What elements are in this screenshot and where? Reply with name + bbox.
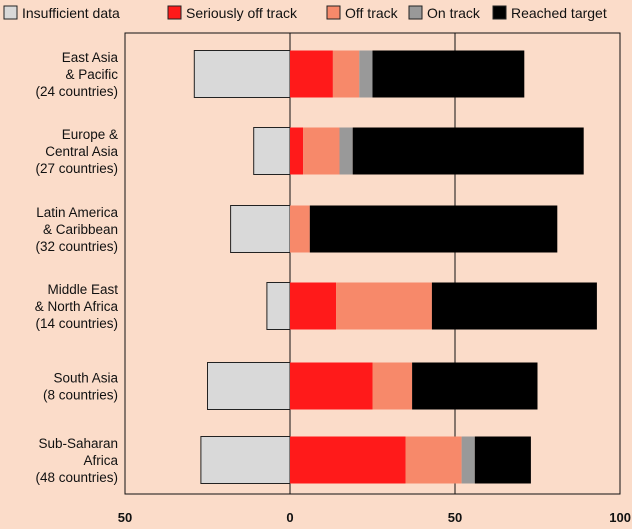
category-label-line: East Asia bbox=[62, 50, 119, 65]
bar-reached-target-1 bbox=[372, 50, 525, 98]
legend-label-seriously-off-track: Seriously off track bbox=[186, 5, 298, 21]
bar-insufficient-data-2 bbox=[253, 127, 291, 175]
bar-insufficient-data-6 bbox=[200, 436, 291, 484]
category-label-2: Europe & Central Asia (27 countries) bbox=[35, 127, 118, 176]
category-label-line: (32 countries) bbox=[35, 239, 118, 254]
bar-off-track-3 bbox=[290, 205, 310, 253]
bar-reached-target-6 bbox=[474, 436, 531, 484]
bar-seriously-off-track-1 bbox=[290, 50, 333, 98]
plot-area bbox=[124, 32, 621, 495]
category-label-5: South Asia (8 countries) bbox=[43, 371, 119, 403]
category-label-line: Central Asia bbox=[45, 144, 118, 159]
category-label-line: (48 countries) bbox=[35, 470, 118, 485]
bar-off-track-2 bbox=[303, 127, 340, 175]
category-label-line: Latin America bbox=[36, 205, 118, 220]
bar-off-track-6 bbox=[405, 436, 462, 484]
bar-on-track-1 bbox=[359, 50, 373, 98]
bar-off-track-1 bbox=[332, 50, 360, 98]
category-label-line: Europe & bbox=[62, 127, 118, 142]
category-label-line: South Asia bbox=[53, 371, 118, 386]
bar-reached-target-5 bbox=[412, 362, 538, 410]
category-label-6: Sub-Saharan Africa (48 countries) bbox=[35, 436, 118, 485]
legend-swatch-seriously-off-track bbox=[167, 5, 182, 20]
category-label-line: & Caribbean bbox=[43, 222, 118, 237]
x-axis-ticks: 50 0 50 100 bbox=[118, 510, 631, 525]
legend: Insufficient data Seriously off track Off … bbox=[3, 5, 607, 21]
gridlines bbox=[289, 33, 621, 494]
bar-off-track-5 bbox=[372, 362, 413, 410]
bar-seriously-off-track-5 bbox=[290, 362, 373, 410]
category-label-line: (24 countries) bbox=[35, 84, 118, 99]
legend-swatch-on-track bbox=[408, 5, 423, 20]
bar-insufficient-data-3 bbox=[230, 205, 291, 253]
bar-reached-target-3 bbox=[309, 205, 558, 253]
category-label-4: Middle East & North Africa (14 countries) bbox=[35, 282, 119, 331]
legend-swatch-off-track bbox=[326, 5, 341, 20]
category-label-line: & Pacific bbox=[65, 67, 118, 82]
category-label-line: (27 countries) bbox=[35, 161, 118, 176]
category-label-3: Latin America & Caribbean (32 countries) bbox=[35, 205, 118, 254]
x-tick-label-100: 100 bbox=[609, 510, 631, 525]
category-label-line: (8 countries) bbox=[43, 388, 118, 403]
legend-swatch-insufficient-data bbox=[3, 5, 18, 20]
category-label-line: (14 countries) bbox=[35, 316, 118, 331]
category-labels: East Asia & Pacific (24 countries) Europe &… bbox=[35, 50, 119, 485]
category-label-line: & North Africa bbox=[35, 299, 119, 314]
bar-off-track-4 bbox=[336, 282, 432, 330]
bar-on-track-6 bbox=[461, 436, 475, 484]
legend-label-insufficient-data: Insufficient data bbox=[22, 5, 120, 21]
bar-insufficient-data-4 bbox=[266, 282, 291, 330]
bar-seriously-off-track-2 bbox=[290, 127, 304, 175]
bar-on-track-2 bbox=[339, 127, 353, 175]
x-tick-label-50: 50 bbox=[118, 510, 132, 525]
legend-label-on-track: On track bbox=[427, 5, 481, 21]
bar-seriously-off-track-4 bbox=[290, 282, 337, 330]
category-label-line: Sub-Saharan bbox=[38, 436, 118, 451]
bar-reached-target-2 bbox=[352, 127, 584, 175]
bar-insufficient-data-5 bbox=[207, 362, 291, 410]
category-label-line: Middle East bbox=[47, 282, 118, 297]
plot-frame bbox=[124, 32, 621, 495]
bars bbox=[193, 50, 597, 484]
x-tick-label-50: 50 bbox=[448, 510, 462, 525]
bar-reached-target-4 bbox=[431, 282, 597, 330]
legend-label-reached-target: Reached target bbox=[511, 5, 607, 21]
bar-seriously-off-track-6 bbox=[290, 436, 406, 484]
legend-label-off-track: Off track bbox=[345, 5, 399, 21]
legend-swatch-reached-target bbox=[492, 5, 507, 20]
category-label-line: Africa bbox=[83, 453, 118, 468]
bar-insufficient-data-1 bbox=[193, 50, 291, 98]
category-label-1: East Asia & Pacific (24 countries) bbox=[35, 50, 118, 99]
x-tick-label-0: 0 bbox=[286, 510, 293, 525]
